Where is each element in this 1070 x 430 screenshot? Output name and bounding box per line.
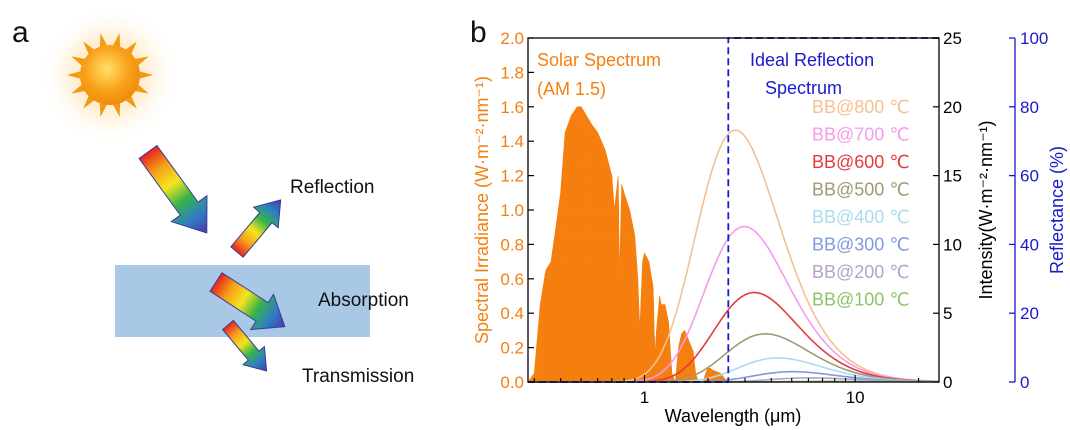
left-tick-label: 1.6	[500, 98, 524, 117]
legend-entry-400: BB@400 ℃	[812, 207, 910, 227]
legend-entry-200: BB@200 ℃	[812, 262, 910, 282]
reflectance-y-axis: 0 20 40 60 80 100	[1009, 29, 1048, 392]
panel-b: b 0.00.20.40.60.81.01.21.41.61.82.0 0510…	[470, 16, 1067, 426]
right-tick-label: 10	[943, 235, 962, 254]
panel-a: a Reflection Absorption Transmission	[12, 5, 414, 387]
right-tick-label: 25	[943, 29, 962, 48]
x-axis: 1 10	[533, 375, 920, 407]
right-tick-label: 0	[943, 373, 952, 392]
x-axis-title: Wavelength (μm)	[665, 406, 802, 426]
reflectance-axis-title: Reflectance (%)	[1047, 146, 1067, 274]
sun-ray	[67, 71, 81, 79]
legend: BB@800 ℃ BB@700 ℃ BB@600 ℃ BB@500 ℃ BB@400 ℃…	[812, 97, 910, 310]
solar-annotation-line1: Solar Spectrum	[537, 50, 661, 70]
right-axis-title: Intensity(W·m⁻²·nm⁻¹)	[976, 121, 996, 300]
sun-ray	[99, 33, 107, 47]
sun-ray	[113, 103, 121, 117]
left-tick-label: 1.0	[500, 201, 524, 220]
reflectance-tick-label: 100	[1020, 29, 1048, 48]
legend-entry-100: BB@100 ℃	[812, 290, 910, 310]
left-tick-label: 0.0	[500, 373, 524, 392]
ideal-annotation-line1: Ideal Reflection	[750, 50, 874, 70]
incident-light-arrow-icon	[138, 144, 208, 234]
sun-ray	[135, 84, 149, 94]
legend-entry-700: BB@700 ℃	[812, 125, 910, 145]
left-tick-label: 0.6	[500, 270, 524, 289]
sun-ray	[113, 33, 121, 47]
sun-ray	[71, 84, 85, 94]
legend-entry-500: BB@500 ℃	[812, 180, 910, 200]
right-tick-label: 5	[943, 304, 952, 323]
sun-icon	[40, 5, 180, 145]
transmission-label: Transmission	[302, 366, 414, 387]
reflection-label: Reflection	[290, 177, 375, 198]
sun-ray	[139, 71, 153, 79]
sun-ray	[83, 41, 95, 54]
left-tick-label: 1.8	[500, 63, 524, 82]
left-tick-label: 0.8	[500, 235, 524, 254]
absorption-label: Absorption	[318, 290, 409, 311]
sun-ray	[135, 56, 149, 66]
reflectance-tick-label: 60	[1020, 167, 1039, 186]
left-axis-title: Spectral Irradiance (W·m⁻²·nm⁻¹)	[472, 76, 492, 344]
left-tick-label: 1.4	[500, 132, 524, 151]
solar-annotation-line2: (AM 1.5)	[537, 79, 606, 99]
reflectance-tick-label: 20	[1020, 304, 1039, 323]
sun-ray	[125, 96, 137, 109]
left-tick-label: 2.0	[500, 29, 524, 48]
sun-ray	[125, 41, 137, 54]
legend-entry-300: BB@300 ℃	[812, 235, 910, 255]
reflectance-tick-label: 0	[1020, 373, 1029, 392]
right-tick-label: 20	[943, 98, 962, 117]
left-y-axis: 0.0 0.2 0.4 0.6 0.8 1.0 1.2 1.4 1.6 1.8 2.0	[500, 29, 534, 392]
x-tick-label: 1	[640, 388, 649, 407]
left-tick-label: 0.4	[500, 304, 524, 323]
solar-texture	[542, 107, 668, 382]
right-tick-label: 15	[943, 167, 962, 186]
legend-entry-800: BB@800 ℃	[812, 97, 910, 117]
sun-ray	[83, 96, 95, 109]
left-tick-label: 0.2	[500, 339, 524, 358]
absorption-arrow-icon	[209, 272, 286, 331]
reflectance-tick-label: 80	[1020, 98, 1039, 117]
panel-a-label: a	[12, 16, 29, 49]
transmission-arrow-icon	[221, 319, 268, 372]
sun-ray	[99, 103, 107, 117]
reflectance-tick-label: 40	[1020, 235, 1039, 254]
ideal-annotation-line2: Spectrum	[765, 78, 842, 98]
left-tick-label: 1.2	[500, 167, 524, 186]
x-tick-label: 10	[846, 388, 865, 407]
panel-b-label: b	[470, 16, 487, 49]
sun-ray	[71, 56, 85, 66]
right-y-axis: 0 5 10 15 20 25	[933, 29, 962, 392]
legend-entry-600: BB@600 ℃	[812, 152, 910, 172]
solar-spectrum-area	[527, 106, 729, 383]
reflection-arrow-icon	[230, 199, 282, 258]
